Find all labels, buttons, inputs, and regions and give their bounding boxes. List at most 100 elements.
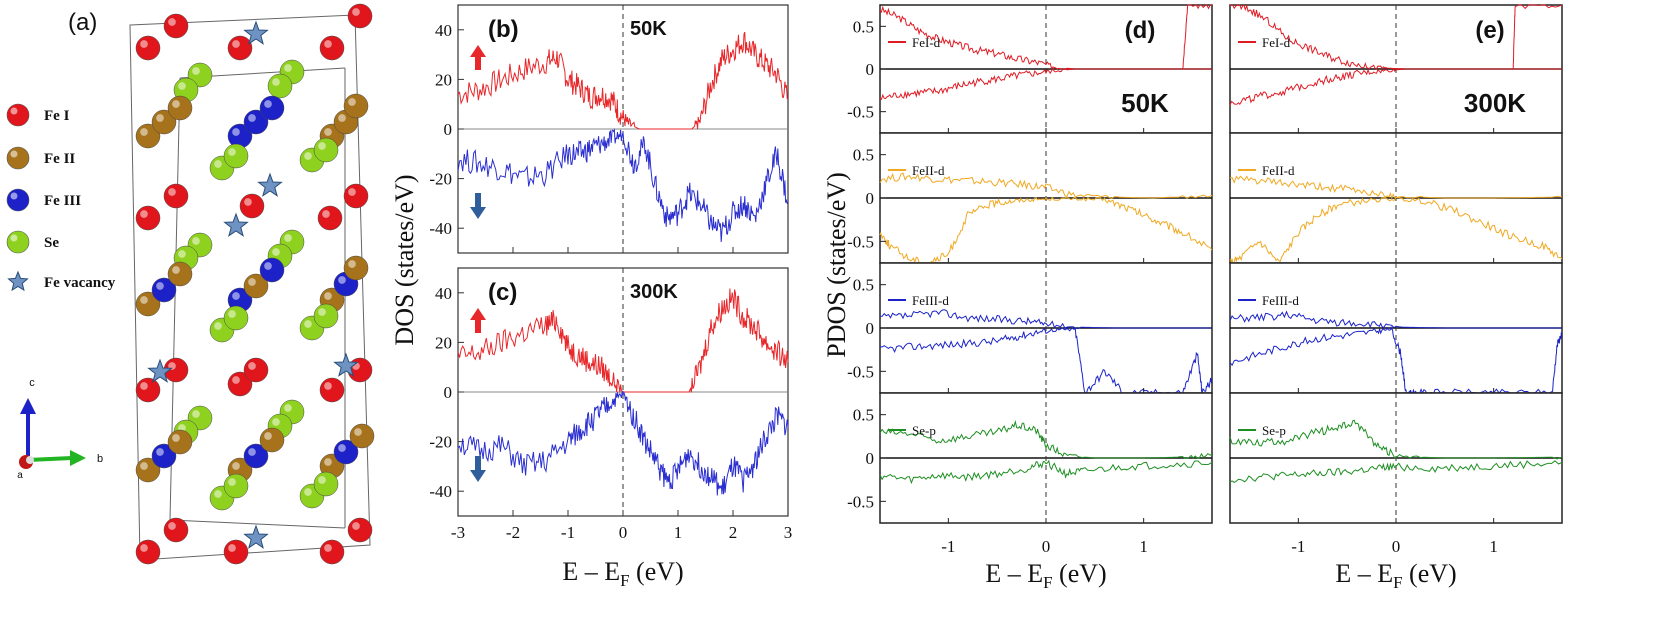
atom-highlight	[228, 148, 236, 156]
atom-highlight	[264, 262, 272, 270]
atom-highlight	[232, 292, 240, 300]
pdos-subplot: Se-p	[1229, 392, 1563, 524]
atom-highlight	[338, 444, 346, 452]
pdos-y-axis-label: PDOS (states/eV)	[822, 172, 851, 358]
pdos-panel-d: FeI-d 0.5 0 -0.5 FeII-d 0.5 0 -0.5 FeIII-d 0.5 0 -0…	[847, 4, 1213, 592]
y-tick-label: 20	[435, 70, 452, 89]
c-axis-label: c	[29, 377, 35, 389]
fe-vacancy-star-icon	[333, 352, 359, 377]
dos-y-axis-label: DOS (states/eV)	[390, 174, 419, 345]
y-tick-label: -20	[429, 433, 452, 452]
atom-highlight	[352, 522, 360, 530]
atom-highlight	[140, 296, 148, 304]
unit-cell	[129, 3, 375, 565]
pdos-panel-e: FeI-d FeII-d FeIII-d Se-p -1 0 1 (e) 300K E – EF …	[1229, 3, 1563, 592]
pdos-subplot: FeII-d	[1229, 132, 1563, 264]
pdos-legend-label: FeIII-d	[912, 293, 949, 308]
temperature-label: 50K	[1121, 88, 1169, 118]
pdos-legend-label: FeII-d	[1262, 163, 1295, 178]
atom	[343, 93, 369, 119]
atom-highlight	[272, 248, 280, 256]
pdos-series-up	[1229, 175, 1563, 200]
atom-highlight	[338, 276, 346, 284]
atom-highlight	[264, 432, 272, 440]
cell-outline	[129, 14, 371, 561]
atom	[319, 35, 345, 61]
b-axis-arrow	[27, 456, 73, 462]
atom-highlight	[284, 404, 292, 412]
atom	[343, 255, 369, 281]
dos-series-up	[457, 31, 789, 130]
cell-edge	[169, 519, 346, 529]
atom	[319, 377, 345, 403]
atom	[135, 205, 161, 231]
atom	[259, 95, 285, 121]
pdos-series-up	[1229, 310, 1562, 329]
atom-highlight	[140, 128, 148, 136]
a-axis-label: a	[17, 470, 23, 481]
atom-highlight	[192, 67, 200, 75]
b-axis-label: b	[97, 453, 103, 465]
y-tick-label: 0	[444, 120, 453, 139]
atom-highlight	[324, 292, 332, 300]
atom	[167, 95, 193, 121]
atom-highlight	[140, 382, 148, 390]
x-tick-label: 0	[1042, 537, 1051, 556]
atom-highlight	[354, 428, 362, 436]
fe-vacancy-star-icon	[147, 358, 173, 383]
atom	[259, 257, 285, 283]
atom-highlight	[338, 114, 346, 122]
atom-highlight	[172, 434, 180, 442]
atom	[135, 539, 161, 565]
spin-down-arrow	[475, 193, 481, 209]
total-dos-panels: 40 20 0 -20 -40 (b) 50K 40 20 0 -20 -40 -3 -2 -1 0 1 2 3 (c…	[390, 4, 792, 590]
panel-label: (c)	[488, 279, 517, 306]
atom-highlight	[140, 544, 148, 552]
pdos-legend-label: FeIII-d	[1262, 293, 1299, 308]
y-tick-label: 0	[866, 319, 875, 338]
atom-highlight	[228, 310, 236, 318]
y-tick-label: 0.5	[853, 276, 874, 295]
b-axis-arrowhead	[70, 450, 86, 466]
y-tick-label: 0	[866, 189, 875, 208]
spin-down-arrow	[475, 456, 481, 472]
dos-panel-c: 40 20 0 -20 -40 -3 -2 -1 0 1 2 3 (c) 300K	[429, 267, 792, 542]
atom-highlight	[248, 278, 256, 286]
atom	[223, 473, 249, 499]
fe-vacancy-star-icon	[7, 270, 29, 292]
atom	[223, 305, 249, 331]
atom-highlight	[232, 40, 240, 48]
spin-down-arrowhead	[470, 207, 486, 219]
pdos-subplot: FeII-d 0.5 0 -0.5	[847, 132, 1213, 265]
spin-up-arrowhead	[470, 45, 486, 57]
atom-highlight	[284, 234, 292, 242]
atom	[167, 429, 193, 455]
atom-highlight	[324, 382, 332, 390]
atom-highlight	[156, 282, 164, 290]
crystal-legend: Fe I Fe II Fe III Se Fe vacancy	[6, 103, 116, 292]
y-tick-label: 0.5	[853, 406, 874, 425]
x-tick-label: 0	[619, 523, 628, 542]
dos-x-axis-label: E – EF (eV)	[562, 557, 683, 590]
y-tick-label: -40	[429, 482, 452, 501]
y-tick-label: 0.5	[853, 17, 874, 36]
y-tick-label: -40	[429, 219, 452, 238]
pdos-series-down	[1229, 67, 1562, 106]
x-tick-label: -1	[1291, 537, 1305, 556]
atom	[349, 423, 375, 449]
atom-highlight	[10, 150, 18, 158]
atom	[163, 13, 189, 39]
atom	[135, 35, 161, 61]
y-tick-label: -0.5	[847, 103, 874, 122]
atom-highlight	[168, 18, 176, 26]
dos-series-down	[457, 128, 789, 243]
pdos-series-up	[879, 419, 1213, 459]
fe-vacancy-star-icon	[243, 20, 269, 45]
atom-highlight	[156, 448, 164, 456]
y-tick-label: 0	[866, 449, 875, 468]
pdos-series-down	[1229, 196, 1563, 264]
temperature-label: 300K	[630, 281, 678, 303]
pdos-legend-label: FeII-d	[912, 163, 945, 178]
atom-highlight	[232, 462, 240, 470]
